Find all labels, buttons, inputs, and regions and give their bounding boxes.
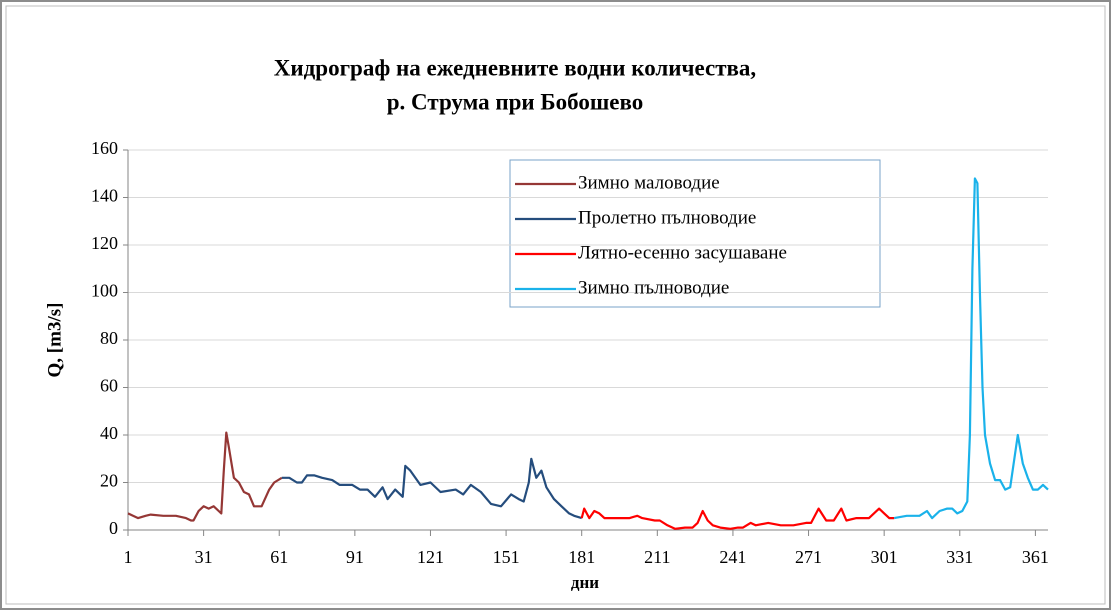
legend-label: Зимно пълноводие [578, 277, 729, 298]
x-tick-label: 241 [719, 547, 746, 567]
x-tick-label: 151 [493, 547, 520, 567]
series-line [127, 431, 283, 522]
x-tick-label: 1 [124, 547, 133, 567]
x-tick-label: 211 [644, 547, 670, 567]
x-tick-label: 361 [1022, 547, 1049, 567]
series-line [580, 507, 895, 530]
legend-label: Пролетно пълноводие [578, 207, 756, 228]
legend-label: Лятно-есенно засушаване [578, 242, 787, 263]
x-tick-label: 331 [946, 547, 973, 567]
series-line [281, 457, 583, 520]
y-tick-label: 80 [100, 328, 118, 348]
x-tick-label: 61 [270, 547, 288, 567]
x-tick-label: 121 [417, 547, 444, 567]
x-tick-label: 301 [871, 547, 898, 567]
y-tick-label: 60 [100, 376, 118, 396]
x-tick-label: 181 [568, 547, 595, 567]
x-tick-label: 91 [346, 547, 364, 567]
y-tick-label: 0 [109, 518, 118, 538]
y-tick-label: 140 [91, 186, 118, 206]
legend-label: Зимно маловодие [578, 172, 720, 193]
chart-area [5, 5, 1106, 605]
y-tick-label: 160 [91, 138, 118, 158]
x-tick-label: 271 [795, 547, 822, 567]
x-tick-label: 31 [195, 547, 213, 567]
chart-title: Хидрограф на ежедневните водни количеств… [274, 55, 756, 80]
y-axis-label: Q, [m3/s] [44, 303, 65, 378]
y-tick-label: 100 [91, 281, 118, 301]
chart-subtitle: р. Струма при Бобошево [387, 89, 643, 114]
series-line [894, 177, 1049, 520]
y-tick-label: 120 [91, 233, 118, 253]
x-axis-label: дни [571, 573, 599, 592]
y-tick-label: 40 [100, 423, 118, 443]
y-tick-label: 20 [100, 471, 118, 491]
